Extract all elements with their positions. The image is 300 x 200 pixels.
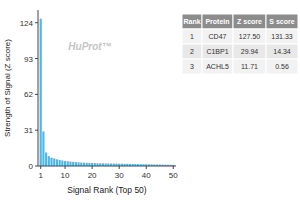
bar: [61, 160, 63, 166]
x-tick: [65, 166, 66, 169]
table-cell: [233, 29, 266, 44]
y-tick: [35, 130, 38, 131]
bar: [80, 163, 82, 166]
table-cell-text: 29.94: [241, 48, 259, 55]
table-header-cell: [202, 14, 233, 29]
y-tick-label: 62: [24, 90, 33, 99]
bar: [67, 161, 69, 166]
table-header-cell: [266, 14, 298, 29]
y-tick: [35, 22, 38, 23]
table-cell-text: 0.56: [275, 63, 289, 70]
bar: [42, 131, 44, 166]
x-tick: [173, 166, 174, 169]
table-header-text: Z score: [237, 18, 262, 25]
x-tick: [146, 166, 147, 169]
bar: [50, 158, 52, 166]
table-header-cell: [182, 14, 202, 29]
bar: [56, 159, 58, 166]
table-cell-text: 2: [190, 48, 194, 55]
bars: [40, 19, 175, 166]
bar: [59, 160, 61, 166]
y-tick: [35, 94, 38, 95]
table-cell: [182, 59, 202, 74]
bar: [83, 163, 85, 166]
table-header-text: Rank: [183, 18, 200, 25]
watermark: HuProt™: [68, 41, 111, 52]
x-tick: [40, 166, 41, 169]
table-cell-text: 11.71: [241, 63, 258, 70]
table: Rank Protein Z score S score 1 CD47 127.50 131.…: [182, 14, 298, 74]
bar: [64, 161, 66, 166]
bar: [45, 152, 47, 166]
y-tick-label: 31: [24, 126, 33, 135]
y-tick-label: 93: [24, 55, 33, 64]
table-cell: [202, 29, 233, 44]
bar: [72, 162, 74, 166]
table-cell: [182, 29, 202, 44]
table-cell-text: 3: [190, 63, 194, 70]
table-cell-text: ACHL5: [206, 63, 229, 70]
table-cell: [233, 44, 266, 59]
table-cell-text: 14.34: [273, 48, 291, 55]
table-cell-text: 131.33: [271, 33, 293, 40]
x-tick-label: 20: [88, 171, 97, 180]
x-axis-label: Signal Rank (Top 50): [67, 185, 147, 195]
bar: [75, 162, 77, 166]
x-tick-label: 50: [169, 171, 178, 180]
y-axis-label: Strength of Signal (Z score): [3, 39, 12, 137]
x-tick-label: 30: [115, 171, 124, 180]
table-cell-text: 127.50: [239, 33, 261, 40]
bar: [69, 162, 71, 166]
table-cell: [266, 44, 298, 59]
x-tick-label: 40: [142, 171, 151, 180]
y-tick-label: 0: [29, 162, 34, 171]
x-axis-line: [38, 166, 176, 167]
table-cell: [266, 59, 298, 74]
table-header-text: S score: [269, 18, 294, 25]
y-tick-label: 124: [20, 19, 34, 28]
y-tick: [35, 166, 38, 167]
bar: [53, 158, 55, 166]
bar: [40, 19, 42, 166]
x-tick-label: 10: [61, 171, 70, 180]
x-tick: [119, 166, 120, 169]
table-cell: [233, 59, 266, 74]
y-tick: [35, 58, 38, 59]
table-cell: [266, 29, 298, 44]
table-cell: [202, 44, 233, 59]
table-cell-text: CD47: [209, 33, 227, 40]
chart: HuProt™031629312411020304050Signal Rank …: [0, 0, 300, 200]
x-tick-label: 1: [38, 171, 43, 180]
table-cell-text: 1: [190, 33, 194, 40]
table-header-text: Protein: [205, 18, 229, 25]
x-tick: [92, 166, 93, 169]
table-cell: [182, 44, 202, 59]
table-cell: [202, 59, 233, 74]
bar: [78, 162, 80, 166]
bar: [48, 156, 50, 166]
table-cell-text: C1BP1: [206, 48, 228, 55]
y-axis-line: [38, 10, 39, 166]
table-header-cell: [233, 14, 266, 29]
